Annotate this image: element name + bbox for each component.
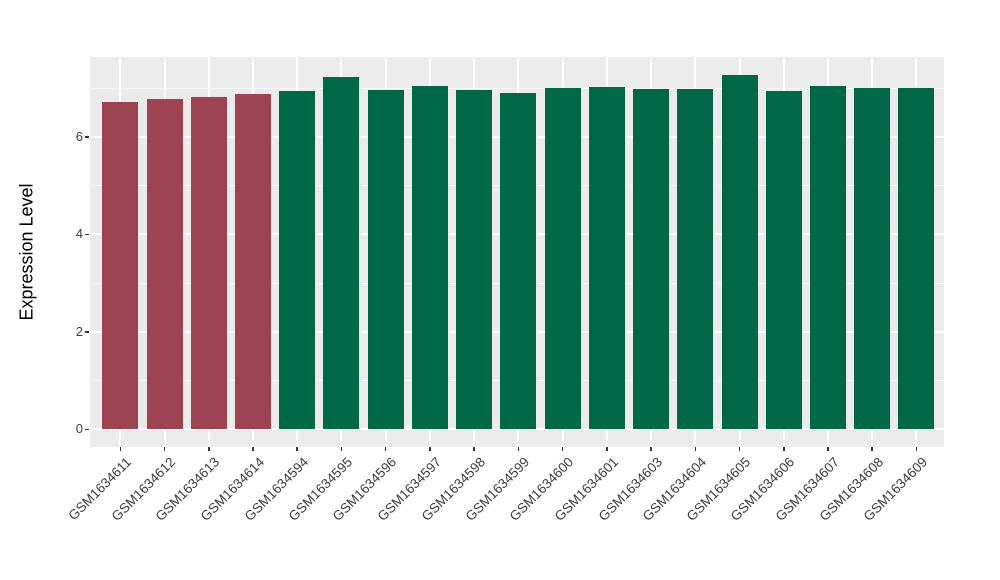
bar-GSM1634605 [721,74,758,430]
bar-GSM1634599 [500,92,537,430]
y-tick-mark [85,136,89,138]
bar-GSM1634614 [234,94,271,430]
x-tick-mark [473,447,475,451]
x-tick-mark [208,447,210,451]
bar-GSM1634604 [677,88,714,430]
x-tick-mark [650,447,652,451]
x-tick-mark [296,447,298,451]
x-tick-mark [738,447,741,451]
y-tick-label-2: 2 [75,323,83,339]
y-axis-title: Expression Level [16,183,37,321]
x-tick-mark [561,447,564,451]
y-tick-mark [85,233,89,236]
bar-GSM1634601 [588,86,625,430]
y-tick-mark [85,428,89,431]
bar-GSM1634611 [102,101,139,430]
x-tick-mark [694,447,697,451]
bar-GSM1634608 [854,87,891,430]
major-gridline [90,428,944,431]
x-tick-mark [606,447,608,451]
bar-GSM1634607 [809,85,846,430]
x-tick-mark [429,447,431,451]
x-tick-mark [384,447,387,451]
bar-GSM1634595 [323,77,360,430]
bar-GSM1634609 [898,87,935,430]
x-tick-mark [871,447,873,451]
bar-GSM1634613 [190,97,227,430]
plot-panel [90,57,944,447]
y-tick-label-0: 0 [75,421,83,437]
x-tick-mark [827,447,829,451]
x-tick-mark [252,447,254,451]
x-tick-mark [119,447,122,451]
x-tick-mark [783,447,785,451]
bar-GSM1634598 [456,89,493,430]
bar-GSM1634596 [367,89,404,430]
x-tick-mark [517,447,520,451]
bar-GSM1634612 [146,99,183,430]
y-tick-label-6: 6 [75,128,83,144]
x-tick-mark [340,447,343,451]
bar-GSM1634603 [633,89,670,430]
bar-GSM1634597 [411,86,448,430]
y-tick-label-4: 4 [75,226,83,242]
x-tick-mark [915,447,918,451]
bar-GSM1634600 [544,88,581,430]
minor-gridline [90,87,944,89]
bar-GSM1634606 [765,90,802,430]
bar-GSM1634594 [279,91,316,430]
x-tick-mark [163,447,166,451]
y-tick-mark [85,331,89,333]
